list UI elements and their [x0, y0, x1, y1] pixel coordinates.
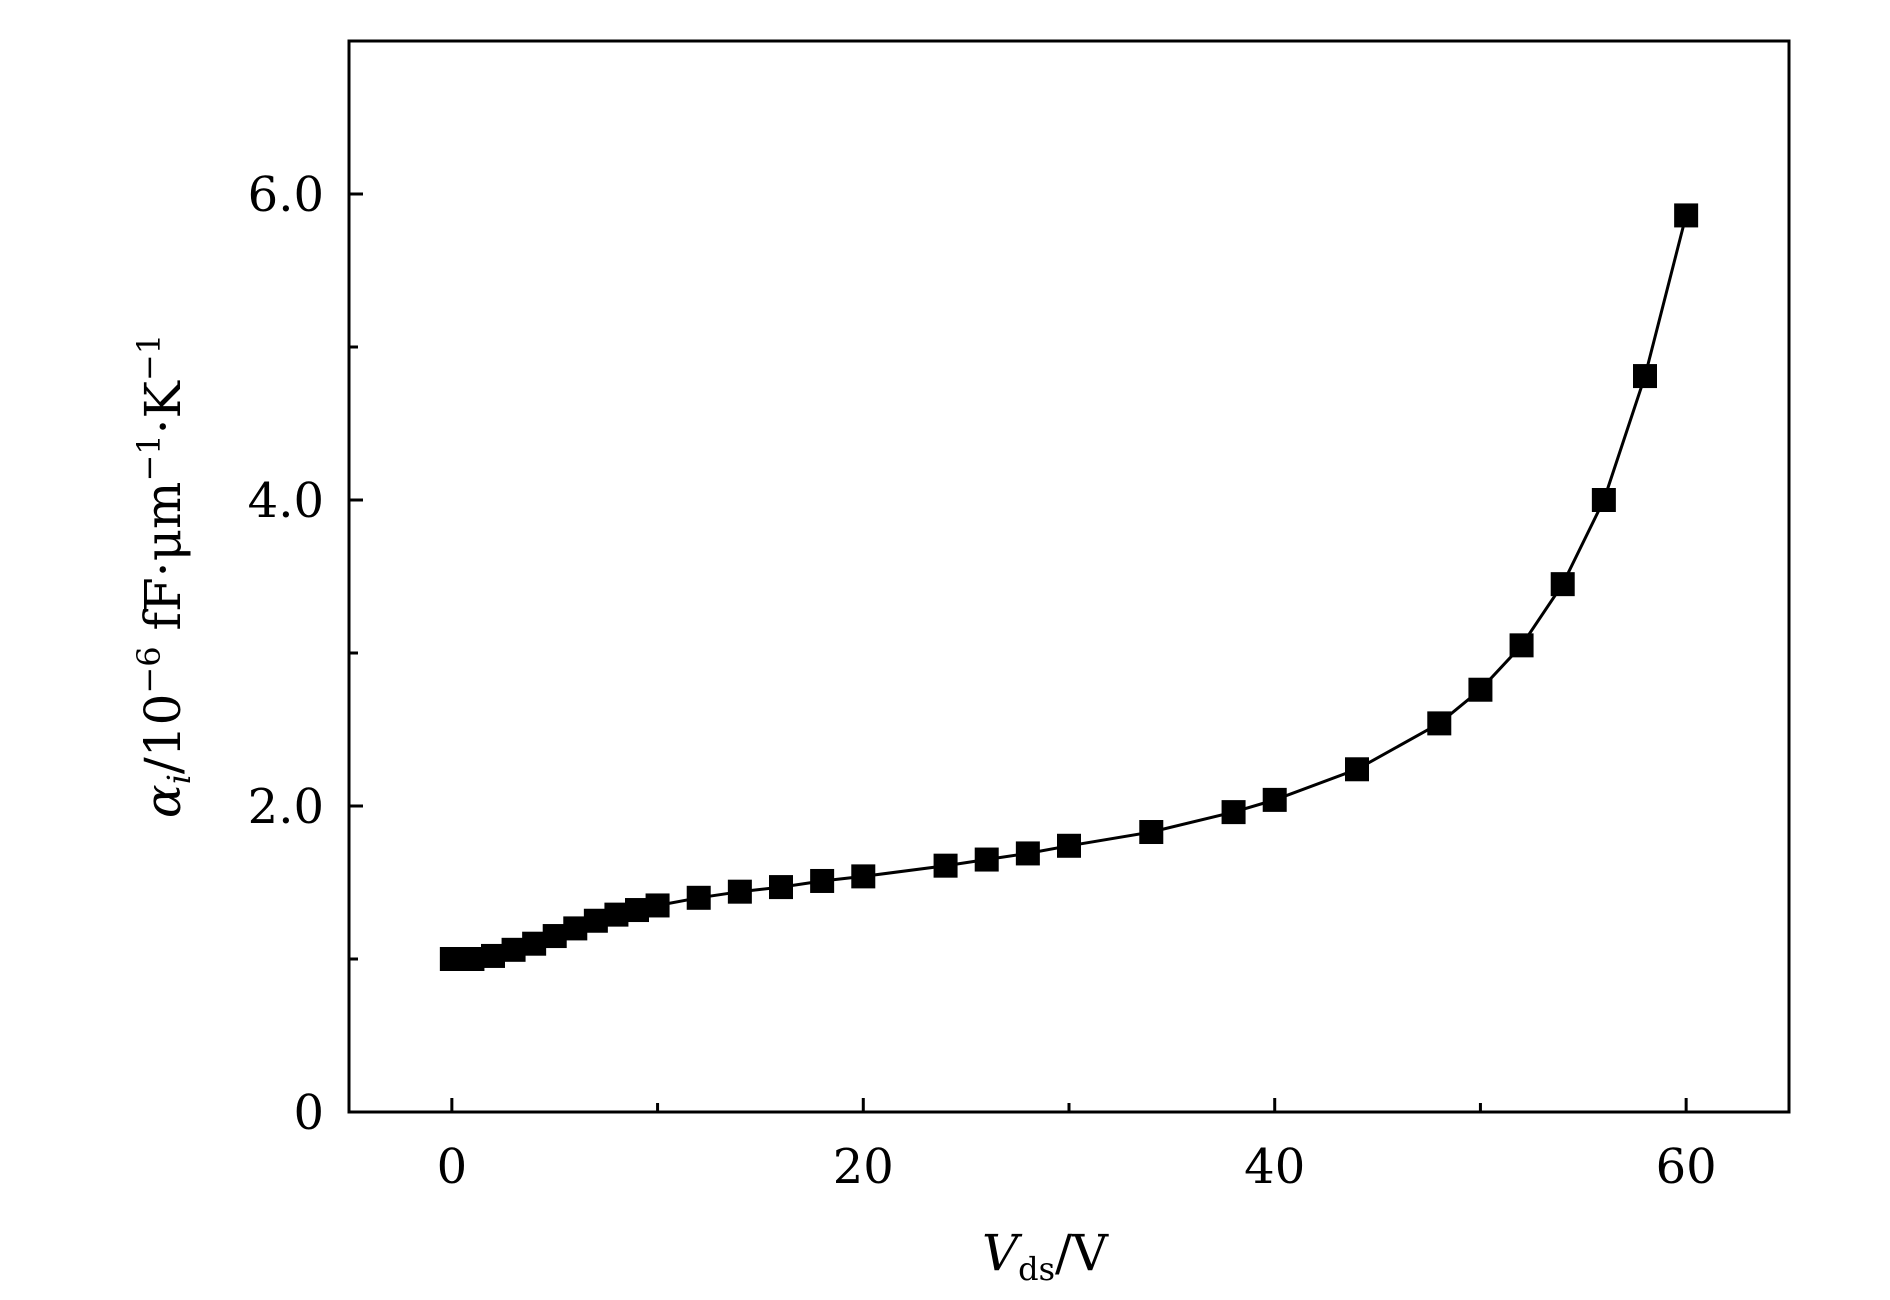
x-axis-label: Vds/V	[982, 1224, 1109, 1288]
data-point	[460, 947, 485, 971]
data-point	[481, 943, 505, 968]
data-point	[1468, 677, 1493, 702]
data-point	[1139, 820, 1164, 845]
data-point	[1221, 800, 1246, 825]
x-tick-label: 20	[833, 1139, 894, 1195]
y-axis-label-mid2: ·K	[134, 379, 192, 434]
y-axis-label-exp2: −1	[130, 434, 168, 481]
data-point	[1427, 711, 1452, 736]
data-point	[522, 931, 547, 956]
data-point	[810, 868, 835, 893]
series-markers	[439, 203, 1699, 971]
x-tick-label: 40	[1244, 1139, 1305, 1195]
data-point	[563, 916, 588, 941]
data-point	[604, 902, 629, 927]
x-tick-label: 0	[437, 1139, 468, 1195]
data-point	[1509, 633, 1534, 658]
data-point	[625, 898, 649, 923]
data-point	[727, 879, 752, 904]
data-point	[1591, 488, 1616, 512]
data-point	[1550, 572, 1575, 597]
y-tick-label: 4.0	[248, 473, 324, 529]
y-axis-label-prefix: /10	[134, 694, 192, 774]
data-point	[1674, 203, 1699, 228]
data-point	[686, 885, 711, 910]
data-point	[1262, 787, 1287, 812]
x-axis-label-unit: /V	[1055, 1224, 1109, 1282]
data-point	[1633, 364, 1657, 389]
data-point	[542, 924, 567, 949]
data-point	[1345, 757, 1369, 782]
y-axis-label: αi/10−6 fF·μm−1·K−1	[130, 334, 198, 818]
data-point	[1057, 833, 1081, 858]
y-axis-label-sub: i	[160, 774, 198, 784]
data-point	[933, 853, 958, 878]
y-axis-label-exp3: −1	[130, 334, 168, 381]
y-axis-label-var: α	[134, 784, 192, 818]
y-tick-label: 6.0	[248, 167, 324, 223]
data-point	[583, 908, 608, 933]
y-tick-label: 2.0	[248, 779, 324, 835]
axis-ticks	[349, 192, 1688, 1114]
x-axis-label-sub: ds	[1018, 1250, 1055, 1288]
data-point	[501, 937, 526, 962]
axis-tick-labels: 0 20 40 60 0 2.0 4.0 6.0	[248, 167, 1717, 1195]
x-axis-label-var: V	[982, 1224, 1023, 1282]
x-tick-label: 60	[1656, 1139, 1717, 1195]
data-point	[851, 864, 876, 889]
y-axis-label-mid: fF·μm	[134, 482, 192, 647]
data-point	[645, 893, 670, 918]
data-point	[974, 847, 999, 872]
y-tick-label: 0	[293, 1085, 324, 1141]
data-point	[769, 875, 793, 900]
y-axis-label-exp1: −6	[130, 646, 168, 693]
data-point	[1015, 841, 1040, 866]
